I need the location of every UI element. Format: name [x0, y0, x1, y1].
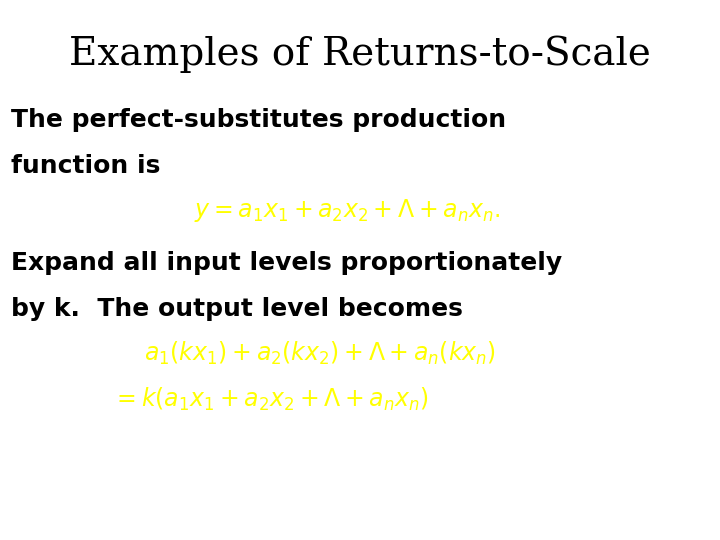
Text: The perfect-substitutes production: The perfect-substitutes production	[11, 108, 506, 132]
Text: by k.  The output level becomes: by k. The output level becomes	[11, 297, 463, 321]
Text: function is: function is	[11, 154, 160, 178]
Text: $y = a_1 x_1 + a_2 x_2 + \Lambda  + a_n x_n.$: $y = a_1 x_1 + a_2 x_2 + \Lambda + a_n x…	[194, 197, 500, 224]
Text: $= k(a_1 x_1 + a_2 x_2 + \Lambda  + a_n x_n)$: $= k(a_1 x_1 + a_2 x_2 + \Lambda + a_n x…	[112, 386, 428, 413]
Text: Examples of Returns-to-Scale: Examples of Returns-to-Scale	[69, 35, 651, 72]
Text: Expand all input levels proportionately: Expand all input levels proportionately	[11, 251, 562, 275]
Text: $a_1(kx_1) + a_2(kx_2) + \Lambda  + a_n(kx_n)$: $a_1(kx_1) + a_2(kx_2) + \Lambda + a_n(k…	[144, 340, 496, 367]
